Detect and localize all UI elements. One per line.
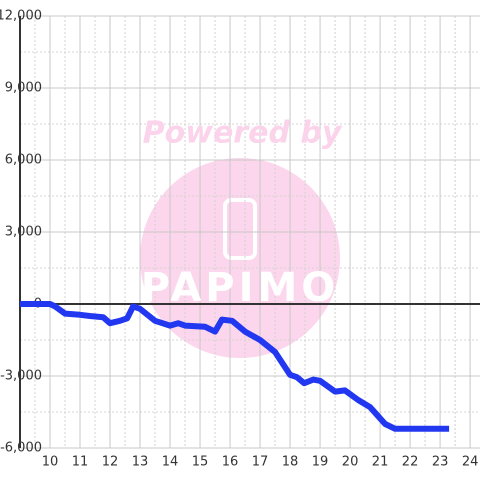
y-tick-label: -3,000 bbox=[0, 369, 42, 384]
x-tick-label: 18 bbox=[282, 455, 299, 470]
y-tick-label: 3,000 bbox=[5, 225, 42, 240]
x-tick-label: 17 bbox=[252, 455, 269, 470]
x-tick-label: 22 bbox=[402, 455, 419, 470]
y-tick-label: 9,000 bbox=[5, 81, 42, 96]
x-tick-label: 21 bbox=[372, 455, 389, 470]
grid bbox=[20, 15, 480, 449]
data-line bbox=[20, 301, 450, 432]
x-tick-label: 13 bbox=[132, 455, 149, 470]
x-tick-label: 19 bbox=[312, 455, 329, 470]
x-tick-label: 12 bbox=[102, 455, 119, 470]
x-tick-label: 24 bbox=[462, 455, 479, 470]
x-tick-label: 14 bbox=[162, 455, 179, 470]
x-tick-label: 11 bbox=[72, 455, 89, 470]
x-tick-label: 15 bbox=[192, 455, 209, 470]
y-tick-label: 6,000 bbox=[5, 153, 42, 168]
x-tick-label: 16 bbox=[222, 455, 239, 470]
x-tick-label: 23 bbox=[432, 455, 449, 470]
x-tick-label: 20 bbox=[342, 455, 359, 470]
watermark-text: Powered by bbox=[143, 116, 343, 151]
y-tick-label: -6,000 bbox=[0, 441, 42, 456]
watermark-icon bbox=[223, 198, 257, 260]
x-tick-label: 10 bbox=[42, 455, 59, 470]
